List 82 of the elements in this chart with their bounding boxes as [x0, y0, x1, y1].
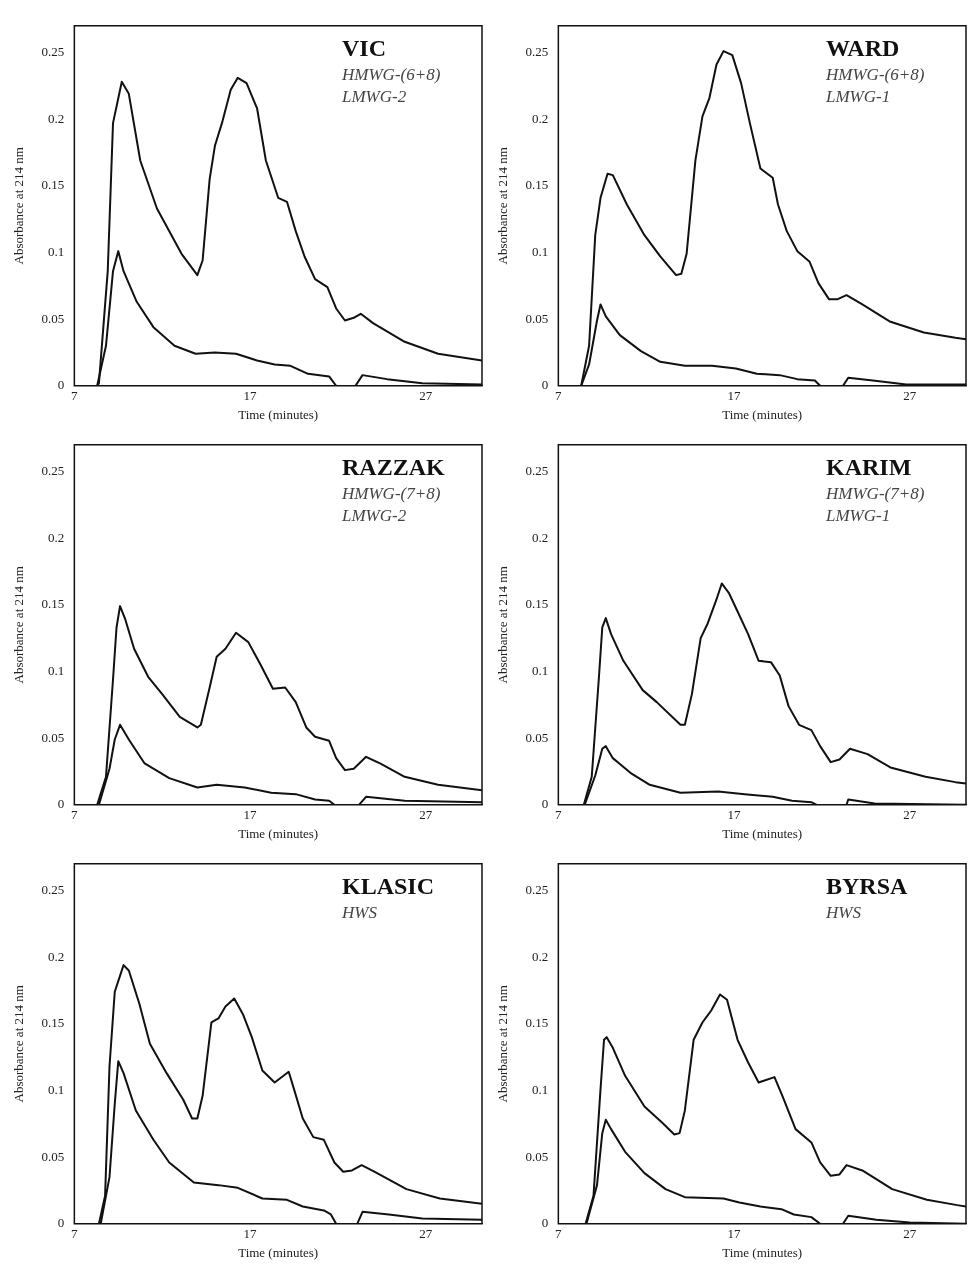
annotation: WARD: [826, 34, 900, 61]
x-axis-title: Time (minutes): [722, 1244, 803, 1260]
x-axis-title: Time (minutes): [238, 1244, 319, 1260]
y-tick-label: 0.2: [48, 110, 65, 126]
x-tick-label: 17: [243, 807, 258, 823]
y-tick-label: 0.15: [525, 1015, 549, 1031]
y-tick-label: 0.1: [532, 662, 549, 678]
y-tick-label: 0.1: [48, 1081, 65, 1097]
x-tick-label: 27: [419, 1226, 433, 1242]
x-tick-label: 7: [555, 388, 563, 404]
y-tick-label: 0.1: [48, 243, 65, 259]
annotation: HMWG-(6+8): [825, 64, 925, 84]
x-tick-label: 7: [71, 388, 79, 404]
y-tick-label: 0.2: [532, 529, 549, 545]
x-tick-label: 7: [555, 1226, 563, 1242]
y-tick-label: 0: [541, 377, 549, 393]
x-axis-title: Time (minutes): [238, 406, 319, 422]
y-tick-label: 0.05: [41, 729, 65, 745]
y-tick-label: 0.2: [48, 948, 65, 964]
y-tick-label: 0.15: [41, 1015, 65, 1031]
x-tick-label: 7: [71, 1226, 79, 1242]
x-tick-label: 17: [727, 388, 742, 404]
y-tick-label: 0: [541, 1215, 549, 1231]
annotation: LMWG-1: [825, 505, 891, 525]
y-tick-label: 0: [57, 796, 65, 812]
annotation: HWS: [341, 902, 378, 922]
y-tick-label: 0.15: [41, 596, 65, 612]
y-tick-label: 0.25: [41, 881, 65, 897]
x-tick-label: 27: [903, 807, 917, 823]
y-tick-label: 0.05: [525, 729, 549, 745]
y-axis-title: Absorbance at 214 nm: [495, 566, 511, 684]
y-tick-label: 0: [57, 1215, 65, 1231]
annotation: LMWG-2: [341, 505, 407, 525]
y-tick-label: 0.25: [525, 43, 549, 59]
x-axis-title: Time (minutes): [238, 825, 319, 841]
y-tick-label: 0.1: [532, 1081, 549, 1097]
y-axis-title: Absorbance at 214 nm: [11, 147, 27, 265]
x-tick-label: 17: [243, 1226, 258, 1242]
annotation: LMWG-1: [825, 86, 891, 106]
x-tick-label: 27: [419, 807, 433, 823]
y-tick-label: 0.2: [532, 948, 549, 964]
x-tick-label: 17: [727, 807, 742, 823]
y-axis-title: Absorbance at 214 nm: [495, 147, 511, 265]
y-tick-label: 0.25: [41, 43, 65, 59]
annotation: HMWG-(6+8): [341, 64, 441, 84]
y-axis-title: Absorbance at 214 nm: [11, 985, 27, 1103]
annotation: HMWG-(7+8): [341, 483, 441, 503]
annotation: HMWG-(7+8): [825, 483, 925, 503]
y-tick-label: 0.25: [41, 462, 65, 478]
y-tick-label: 0.25: [525, 462, 549, 478]
annotation: KARIM: [826, 453, 912, 480]
y-tick-label: 0.1: [48, 662, 65, 678]
x-axis-title: Time (minutes): [722, 406, 803, 422]
y-tick-label: 0.2: [48, 529, 65, 545]
y-tick-label: 0.15: [41, 177, 65, 193]
annotation: HWS: [825, 902, 862, 922]
y-tick-label: 0.15: [525, 177, 549, 193]
x-tick-label: 7: [71, 807, 79, 823]
y-tick-label: 0.05: [525, 1148, 549, 1164]
x-tick-label: 27: [903, 1226, 917, 1242]
y-tick-label: 0.05: [525, 310, 549, 326]
x-tick-label: 7: [555, 807, 563, 823]
y-tick-label: 0: [541, 796, 549, 812]
annotation: LMWG-2: [341, 86, 407, 106]
y-tick-label: 0.25: [525, 881, 549, 897]
y-tick-label: 0.05: [41, 310, 65, 326]
annotation: RAZZAK: [342, 453, 446, 480]
annotation: VIC: [342, 34, 387, 61]
annotation: KLASIC: [342, 872, 435, 899]
y-tick-label: 0: [57, 377, 65, 393]
x-tick-label: 27: [903, 388, 917, 404]
y-tick-label: 0.2: [532, 110, 549, 126]
x-tick-label: 17: [727, 1226, 742, 1242]
y-tick-label: 0.05: [41, 1148, 65, 1164]
annotation: BYRSA: [826, 872, 909, 899]
y-axis-title: Absorbance at 214 nm: [495, 985, 511, 1103]
y-tick-label: 0.1: [532, 243, 549, 259]
x-tick-label: 17: [243, 388, 258, 404]
x-tick-label: 27: [419, 388, 433, 404]
y-tick-label: 0.15: [525, 596, 549, 612]
y-axis-title: Absorbance at 214 nm: [11, 566, 27, 684]
x-axis-title: Time (minutes): [722, 825, 803, 841]
